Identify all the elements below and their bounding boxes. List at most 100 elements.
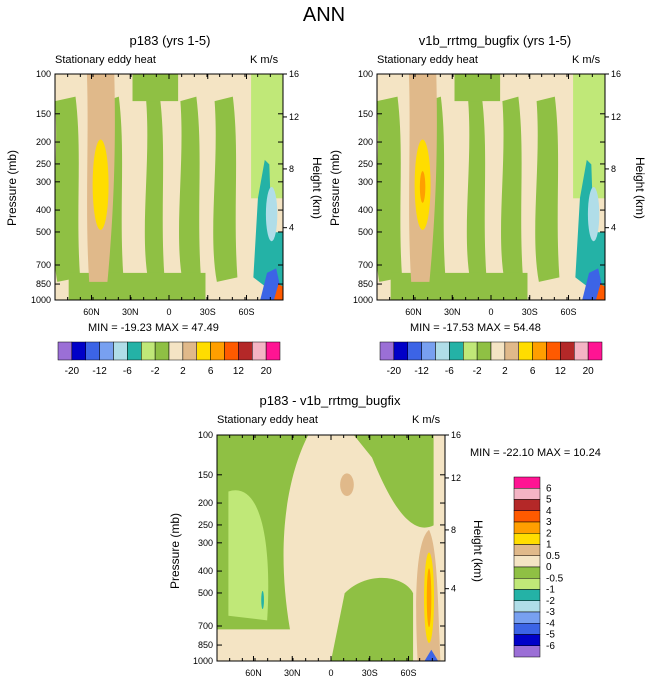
- field-blue-region: [260, 268, 281, 300]
- colorbar-label: 20: [261, 366, 273, 377]
- panel1-title: p183 (yrs 1-5): [129, 33, 211, 48]
- colorbar-swatch: [513, 544, 541, 556]
- y-tick-label: 1000: [193, 656, 213, 666]
- colorbar-swatch: [513, 555, 541, 568]
- x-tick-label: 60S: [561, 307, 577, 317]
- field-green-column: [144, 96, 165, 282]
- colorbar-swatch: [513, 634, 541, 646]
- colorbar-label: -2: [151, 366, 160, 377]
- y-tick-label: 200: [198, 498, 213, 508]
- y-tick-label: 400: [198, 566, 213, 576]
- colorbar-label: 6: [530, 366, 536, 377]
- colorbar-label: -12: [414, 366, 429, 377]
- colorbar-label: 6: [208, 366, 214, 377]
- panel2-plot: 100 150 200 250 300 400 500 700 850 1000 16 12 8 4 60N…: [353, 69, 621, 317]
- field-green-column: [55, 96, 81, 282]
- field-lightblue-region: [265, 187, 278, 242]
- colorbar-swatch: [513, 645, 541, 658]
- y-tick-label: 300: [198, 538, 213, 548]
- field-green-column: [501, 96, 523, 282]
- field-lightgreen-left: [228, 490, 269, 621]
- colorbar-swatch: [71, 341, 86, 361]
- colorbar-right: -20 -12 -6 -2 2 6 12 20: [379, 341, 603, 377]
- colorbar-label: 2: [180, 366, 186, 377]
- colorbar-label: -4: [546, 618, 555, 629]
- colorbar-label: -6: [123, 366, 132, 377]
- panel2-stats: MIN = -17.53 MAX = 54.48: [410, 322, 541, 334]
- x-tick-label: 30N: [122, 307, 139, 317]
- field-orange-core: [419, 171, 426, 203]
- colorbar-label: -0.5: [546, 573, 564, 584]
- height-tick-label: 16: [451, 430, 461, 440]
- colorbar-swatch: [168, 341, 184, 361]
- panel3-subtitle: Stationary eddy heat: [217, 414, 318, 426]
- colorbar-swatch: [210, 341, 225, 361]
- y-tick-label: 700: [198, 621, 213, 631]
- y-tick-label: 850: [36, 279, 51, 289]
- colorbar-swatch: [574, 341, 589, 361]
- y-tick-label: 500: [358, 227, 373, 237]
- field-red-region: [595, 284, 605, 300]
- colorbar-label: 12: [233, 366, 245, 377]
- y-tick-label: 250: [36, 159, 51, 169]
- y-tick-label: 250: [198, 520, 213, 530]
- height-tick-label: 4: [451, 584, 456, 594]
- y-tick-label: 850: [358, 279, 373, 289]
- x-tick-label: 0: [328, 668, 333, 678]
- colorbar-swatch: [154, 341, 170, 361]
- height-tick-label: 16: [289, 69, 299, 79]
- colorbar-swatch: [587, 341, 603, 361]
- colorbar-swatch: [57, 341, 73, 361]
- colorbar-label: -20: [65, 366, 80, 377]
- panel1-field: [55, 74, 283, 300]
- colorbar-swatch: [513, 499, 541, 511]
- colorbar-swatch: [99, 341, 114, 361]
- colorbar-swatch: [490, 341, 506, 361]
- y-tick-label: 300: [358, 177, 373, 187]
- height-tick-label: 16: [611, 69, 621, 79]
- height-tick-label: 4: [611, 223, 616, 233]
- field-green-top: [132, 74, 179, 102]
- colorbar-swatch: [546, 341, 561, 361]
- colorbar-swatch: [85, 341, 100, 361]
- y-tick-label: 850: [198, 640, 213, 650]
- y-tick-label: 150: [358, 109, 373, 119]
- y-tick-label: 150: [198, 470, 213, 480]
- colorbar-label: -2: [473, 366, 482, 377]
- colorbar-label: -3: [546, 607, 555, 618]
- colorbar-swatch: [463, 341, 478, 361]
- colorbar-swatch: [182, 341, 197, 361]
- colorbar-swatch: [407, 341, 422, 361]
- colorbar-swatch: [476, 341, 492, 361]
- colorbar-label: 6: [546, 483, 552, 494]
- field-tan-blob: [340, 473, 354, 497]
- field-green-column: [377, 96, 403, 282]
- y-tick-label: 150: [36, 109, 51, 119]
- field-green-column: [535, 96, 560, 282]
- colorbar-swatch: [513, 533, 541, 545]
- colorbar-label: -1: [546, 585, 555, 596]
- colorbar-left: -20 -12 -6 -2 2 6 12 20: [57, 341, 281, 377]
- colorbar-label: 4: [546, 506, 552, 517]
- x-tick-label: 30S: [522, 307, 538, 317]
- panel2-field: [377, 74, 605, 300]
- colorbar-label: 0: [546, 562, 552, 573]
- colorbar-label: -2: [546, 596, 555, 607]
- field-red-region: [273, 284, 283, 300]
- y-tick-label: 100: [36, 69, 51, 79]
- x-tick-label: 60N: [405, 307, 422, 317]
- height-tick-label: 8: [611, 164, 616, 174]
- field-blue-region: [582, 268, 603, 300]
- field-yellow-max: [92, 139, 109, 230]
- field-green-column: [466, 96, 487, 282]
- colorbar-swatch: [421, 341, 436, 361]
- y-tick-label: 200: [36, 137, 51, 147]
- x-tick-label: 0: [166, 307, 171, 317]
- panel2-title: v1b_rrtmg_bugfix (yrs 1-5): [418, 33, 572, 48]
- x-tick-label: 60N: [83, 307, 100, 317]
- panel1-stats: MIN = -19.23 MAX = 47.49: [88, 322, 219, 334]
- colorbar-swatch: [513, 488, 541, 500]
- panel3-units: K m/s: [412, 414, 441, 426]
- panel2-units: K m/s: [572, 54, 601, 66]
